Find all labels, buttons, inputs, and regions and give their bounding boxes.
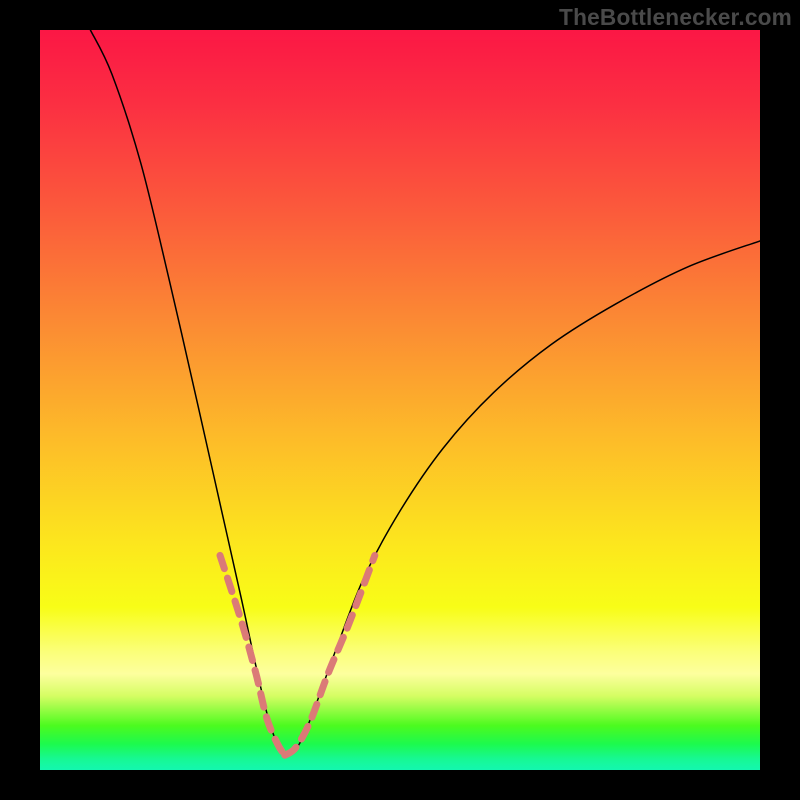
gradient-background [40, 30, 760, 770]
bottleneck-chart-figure: TheBottlenecker.com [0, 0, 800, 800]
watermark-text: TheBottlenecker.com [559, 4, 792, 31]
plot-svg [40, 30, 760, 770]
